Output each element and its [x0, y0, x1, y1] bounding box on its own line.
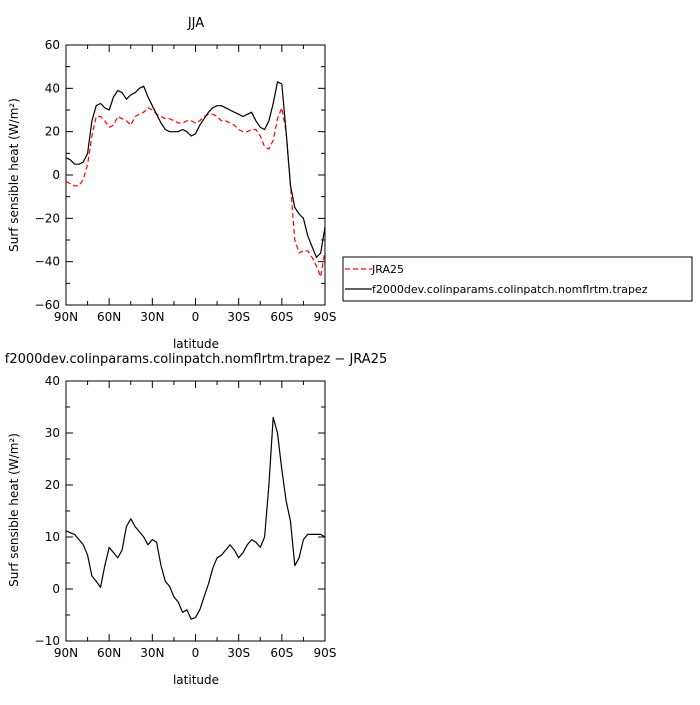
top-chart: JJA −60 −40 −20 0 20 40 60 90N 60N 30N 0 30S 60S 90S… [7, 16, 336, 351]
top-y-axis-label: Surf sensible heat (W/m²) [7, 98, 21, 252]
bottom-x-tick-label: 90S [314, 646, 337, 660]
bottom-x-ticks: 90N 60N 30N 0 30S 60S 90S [54, 381, 337, 660]
bottom-chart-title: f2000dev.colinparams.colinpatch.nomflrtm… [5, 352, 387, 367]
top-series-line-1 [65, 81, 326, 258]
bottom-y-ticks: −10 0 10 20 30 40 [35, 374, 325, 648]
legend-box [342, 256, 693, 302]
bottom-plot-frame [65, 380, 326, 642]
bottom-x-tick-label: 30S [227, 646, 250, 660]
bottom-x-tick-label: 60S [270, 646, 293, 660]
top-chart-title: JJA [187, 16, 204, 31]
legend: JRA25 f2000dev.colinparams.colinpatch.no… [342, 256, 693, 302]
bottom-x-tick-label: 90N [54, 646, 78, 660]
bottom-x-axis-label: latitude [173, 673, 219, 687]
top-series-line-0 [65, 107, 326, 278]
bottom-y-tick-label: 0 [52, 582, 60, 596]
bottom-y-tick-label: 10 [45, 530, 60, 544]
top-x-tick-label: 90N [54, 310, 78, 324]
top-y-tick-label: −40 [35, 255, 60, 269]
top-x-tick-label: 60N [97, 310, 121, 324]
top-y-tick-label: −20 [35, 211, 60, 225]
bottom-x-tick-label: 30N [140, 646, 164, 660]
top-plot-frame [65, 44, 326, 306]
top-y-tick-label: 0 [52, 168, 60, 182]
top-y-ticks: −60 −40 −20 0 20 40 60 [35, 38, 325, 312]
top-x-tick-label: 0 [192, 310, 200, 324]
bottom-series-lines [65, 416, 326, 620]
top-y-tick-label: 20 [45, 125, 60, 139]
top-y-tick-label: 60 [45, 38, 60, 52]
bottom-chart: f2000dev.colinparams.colinpatch.nomflrtm… [5, 352, 387, 687]
top-x-tick-label: 60S [270, 310, 293, 324]
top-x-tick-label: 90S [314, 310, 337, 324]
top-x-ticks: 90N 60N 30N 0 30S 60S 90S [54, 45, 337, 324]
bottom-y-tick-label: 30 [45, 426, 60, 440]
bottom-y-tick-label: 40 [45, 374, 60, 388]
top-y-tick-label: −60 [35, 298, 60, 312]
bottom-y-tick-label: 20 [45, 478, 60, 492]
bottom-y-axis-label: Surf sensible heat (W/m²) [7, 433, 21, 587]
legend-label-jra25: JRA25 [371, 263, 404, 276]
top-x-tick-label: 30S [227, 310, 250, 324]
top-series-lines [65, 81, 326, 278]
legend-label-model: f2000dev.colinparams.colinpatch.nomflrtm… [372, 283, 648, 296]
top-x-tick-label: 30N [140, 310, 164, 324]
bottom-x-tick-label: 60N [97, 646, 121, 660]
bottom-x-tick-label: 0 [192, 646, 200, 660]
bottom-series-line-0 [65, 416, 326, 620]
top-x-axis-label: latitude [173, 337, 219, 351]
top-y-tick-label: 40 [45, 81, 60, 95]
bottom-y-tick-label: −10 [35, 634, 60, 648]
